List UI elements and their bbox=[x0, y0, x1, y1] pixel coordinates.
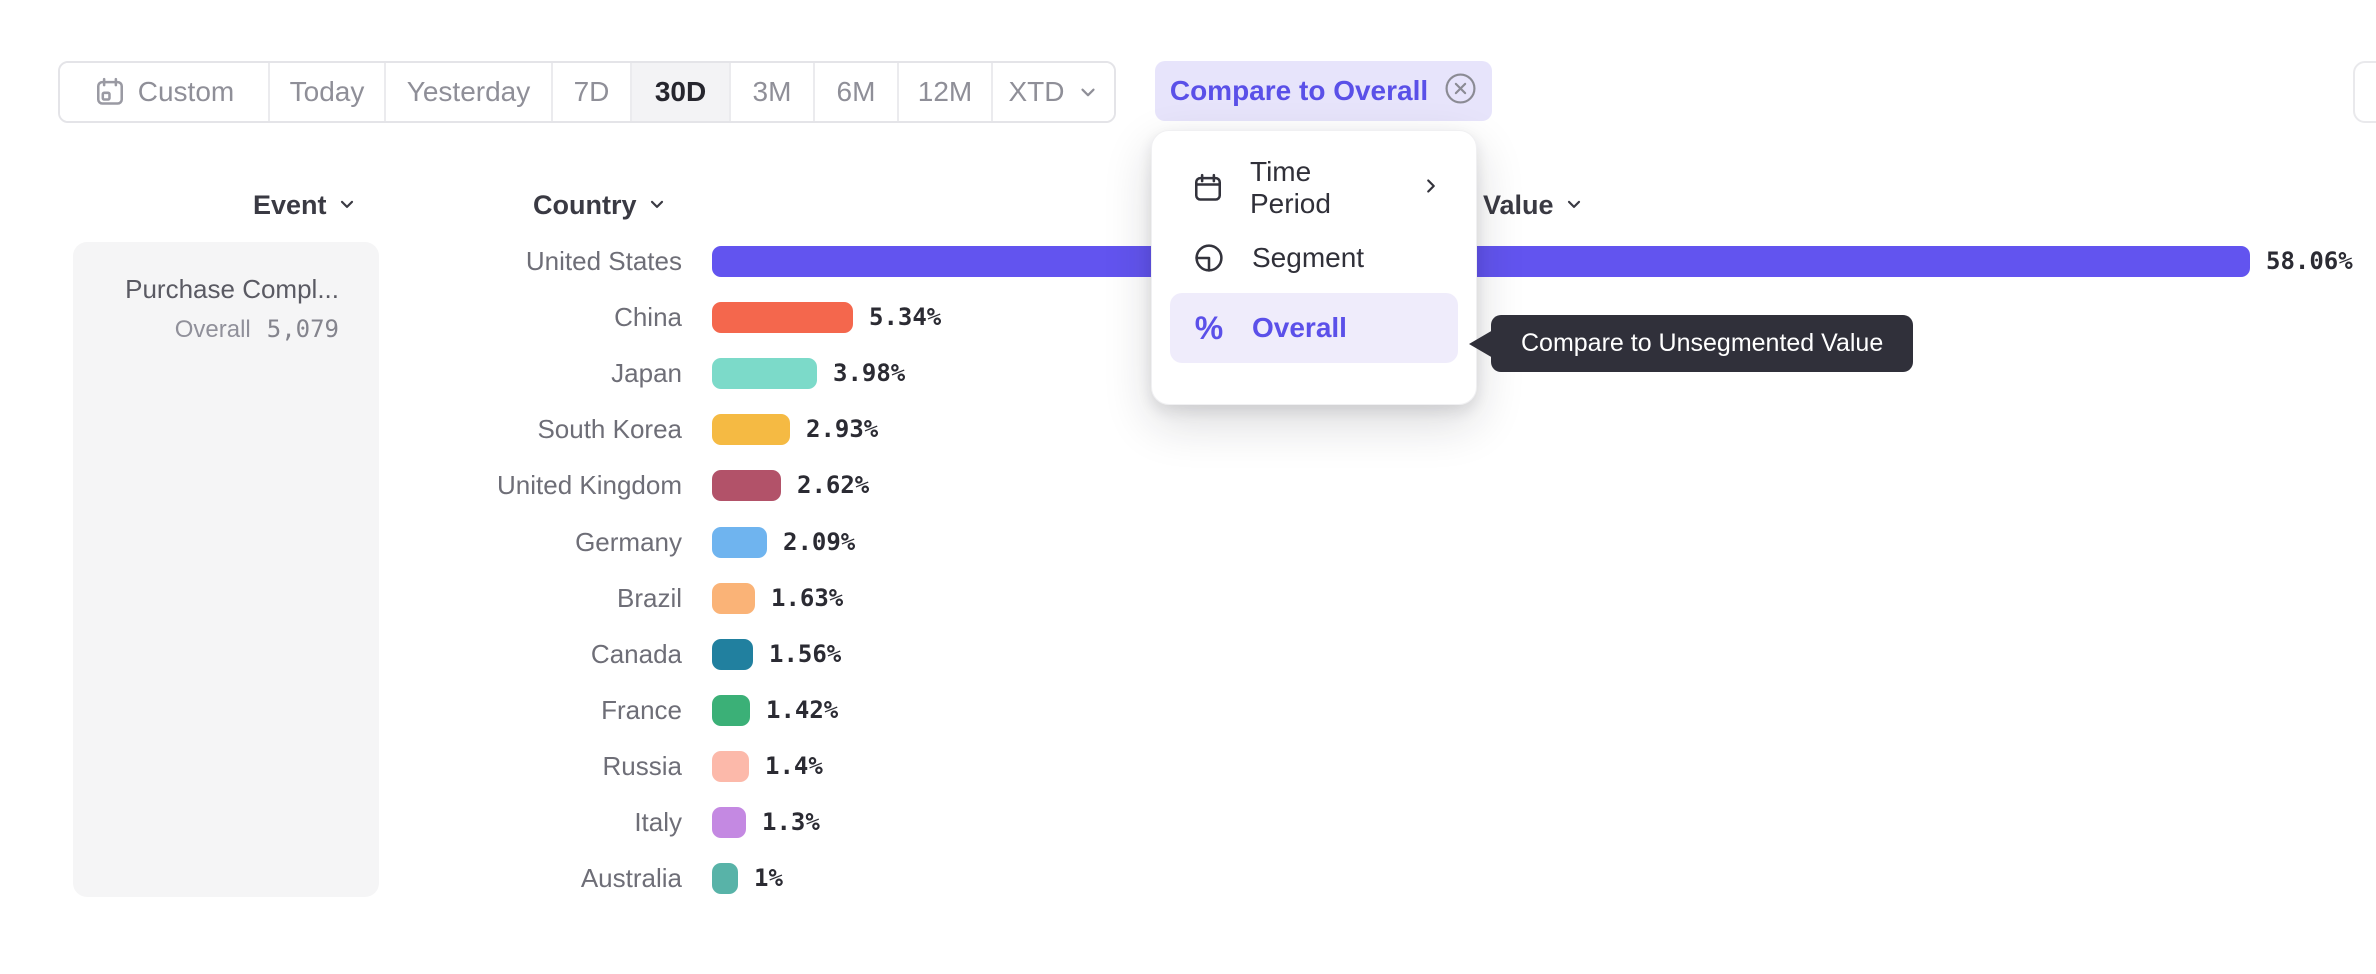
chart-row: United States 58.06% bbox=[0, 245, 2353, 277]
chart-row: Russia 1.4% bbox=[0, 750, 823, 782]
menu-item-label: Time Period bbox=[1250, 156, 1331, 219]
date-range-custom-button[interactable]: Custom bbox=[60, 63, 268, 121]
chevron-down-icon bbox=[337, 190, 357, 221]
date-range-yesterday-button[interactable]: Yesterday bbox=[384, 63, 551, 121]
compare-chip-label: Compare to Overall bbox=[1169, 75, 1429, 106]
country-label: Australia bbox=[580, 862, 682, 893]
tooltip-text: Compare to Unsegmented Value bbox=[1521, 329, 1884, 357]
menu-item-overall[interactable]: % Overall bbox=[1170, 293, 1458, 363]
date-range-30d-button[interactable]: 30D bbox=[630, 63, 729, 121]
tooltip: Compare to Unsegmented Value bbox=[1491, 315, 1914, 372]
event-card-overall: Overall 5,079 bbox=[73, 315, 339, 344]
chart-row: Italy 1.3% bbox=[0, 806, 820, 838]
date-range-xtd-button[interactable]: XTD bbox=[991, 63, 1114, 121]
country-label: United States bbox=[525, 245, 682, 276]
country-value: 58.06% bbox=[2266, 247, 2353, 275]
chevron-down-icon bbox=[647, 190, 667, 221]
chart-row: United Kingdom 2.62% bbox=[0, 469, 869, 501]
chevron-down-icon bbox=[1564, 190, 1584, 221]
chart-row: China 5.34% bbox=[0, 301, 941, 333]
country-value: 1.63% bbox=[771, 584, 844, 612]
country-value: 1.3% bbox=[762, 808, 820, 836]
event-card-title: Purchase Compl... bbox=[125, 274, 339, 304]
country-bar[interactable] bbox=[712, 469, 781, 501]
segment-icon bbox=[1192, 242, 1226, 274]
country-value: 2.93% bbox=[806, 415, 879, 443]
chart-row: Australia 1% bbox=[0, 862, 783, 894]
tooltip-arrow bbox=[1469, 330, 1493, 358]
menu-item-label: Overall bbox=[1252, 312, 1347, 343]
country-bar[interactable] bbox=[712, 301, 853, 333]
event-card[interactable]: Purchase Compl... Overall 5,079 bbox=[73, 242, 379, 897]
chart-row: South Korea 2.93% bbox=[0, 413, 878, 445]
chart-row: France 1.42% bbox=[0, 694, 838, 726]
percent-icon: % bbox=[1194, 309, 1224, 346]
compare-dropdown-menu: Time Period Segment % Overall bbox=[1151, 130, 1477, 405]
date-range-today-button[interactable]: Today bbox=[268, 63, 384, 121]
chevron-down-icon bbox=[1077, 81, 1099, 103]
country-bar[interactable] bbox=[712, 862, 738, 894]
compare-to-overall-chip[interactable]: Compare to Overall bbox=[1155, 61, 1492, 121]
country-bar[interactable] bbox=[712, 526, 767, 558]
country-value: 2.62% bbox=[797, 471, 870, 499]
country-label: Italy bbox=[634, 806, 682, 837]
chart-row: Japan 3.98% bbox=[0, 357, 905, 389]
menu-item-label: Segment bbox=[1252, 242, 1365, 273]
country-value: 3.98% bbox=[833, 359, 906, 387]
country-bar[interactable] bbox=[712, 413, 790, 445]
date-range-toolbar: Custom Today Yesterday 7D 30D 3M 6M 12M … bbox=[58, 61, 1116, 123]
date-range-6m-button[interactable]: 6M bbox=[813, 63, 897, 121]
country-bar[interactable] bbox=[712, 638, 753, 670]
date-range-7d-button[interactable]: 7D bbox=[551, 63, 630, 121]
country-label: Germany bbox=[575, 526, 682, 557]
chart-row: Germany 2.09% bbox=[0, 526, 855, 558]
country-bar[interactable] bbox=[712, 694, 750, 726]
clipped-button[interactable] bbox=[2353, 61, 2376, 123]
date-range-12m-button[interactable]: 12M bbox=[897, 63, 991, 121]
event-card-overall-value: 5,079 bbox=[266, 315, 339, 343]
menu-item-segment[interactable]: Segment bbox=[1170, 223, 1458, 293]
country-bar[interactable] bbox=[712, 750, 749, 782]
country-value: 1% bbox=[754, 864, 783, 892]
country-value: 2.09% bbox=[783, 528, 856, 556]
date-range-label: Custom bbox=[137, 76, 235, 107]
country-bar[interactable] bbox=[712, 806, 746, 838]
date-range-3m-button[interactable]: 3M bbox=[729, 63, 813, 121]
country-label: France bbox=[601, 694, 682, 725]
country-value: 1.42% bbox=[766, 696, 839, 724]
country-value: 1.56% bbox=[769, 640, 842, 668]
event-card-overall-label: Overall bbox=[174, 316, 251, 343]
country-label: Japan bbox=[611, 357, 682, 388]
chart-row: Canada 1.56% bbox=[0, 638, 841, 670]
country-label: South Korea bbox=[537, 413, 682, 444]
calendar-icon bbox=[1192, 172, 1224, 204]
country-label: Canada bbox=[590, 638, 682, 669]
chart-row: Brazil 1.63% bbox=[0, 582, 843, 614]
chevron-right-icon bbox=[1420, 172, 1442, 204]
country-value: 5.34% bbox=[869, 303, 942, 331]
country-bar[interactable] bbox=[712, 357, 817, 389]
value-column-header[interactable]: Value bbox=[1483, 190, 1584, 221]
calendar-icon bbox=[94, 76, 126, 108]
country-value: 1.4% bbox=[765, 752, 823, 780]
country-bar[interactable] bbox=[712, 582, 755, 614]
event-column-header[interactable]: Event bbox=[253, 190, 357, 221]
x-circle-icon[interactable] bbox=[1444, 72, 1477, 110]
country-label: China bbox=[614, 301, 682, 332]
country-label: United Kingdom bbox=[497, 469, 682, 500]
menu-item-time-period[interactable]: Time Period bbox=[1170, 153, 1458, 223]
country-label: Brazil bbox=[616, 582, 682, 613]
country-label: Russia bbox=[602, 750, 682, 781]
country-column-header[interactable]: Country bbox=[533, 190, 667, 221]
country-bar[interactable] bbox=[712, 245, 2250, 277]
